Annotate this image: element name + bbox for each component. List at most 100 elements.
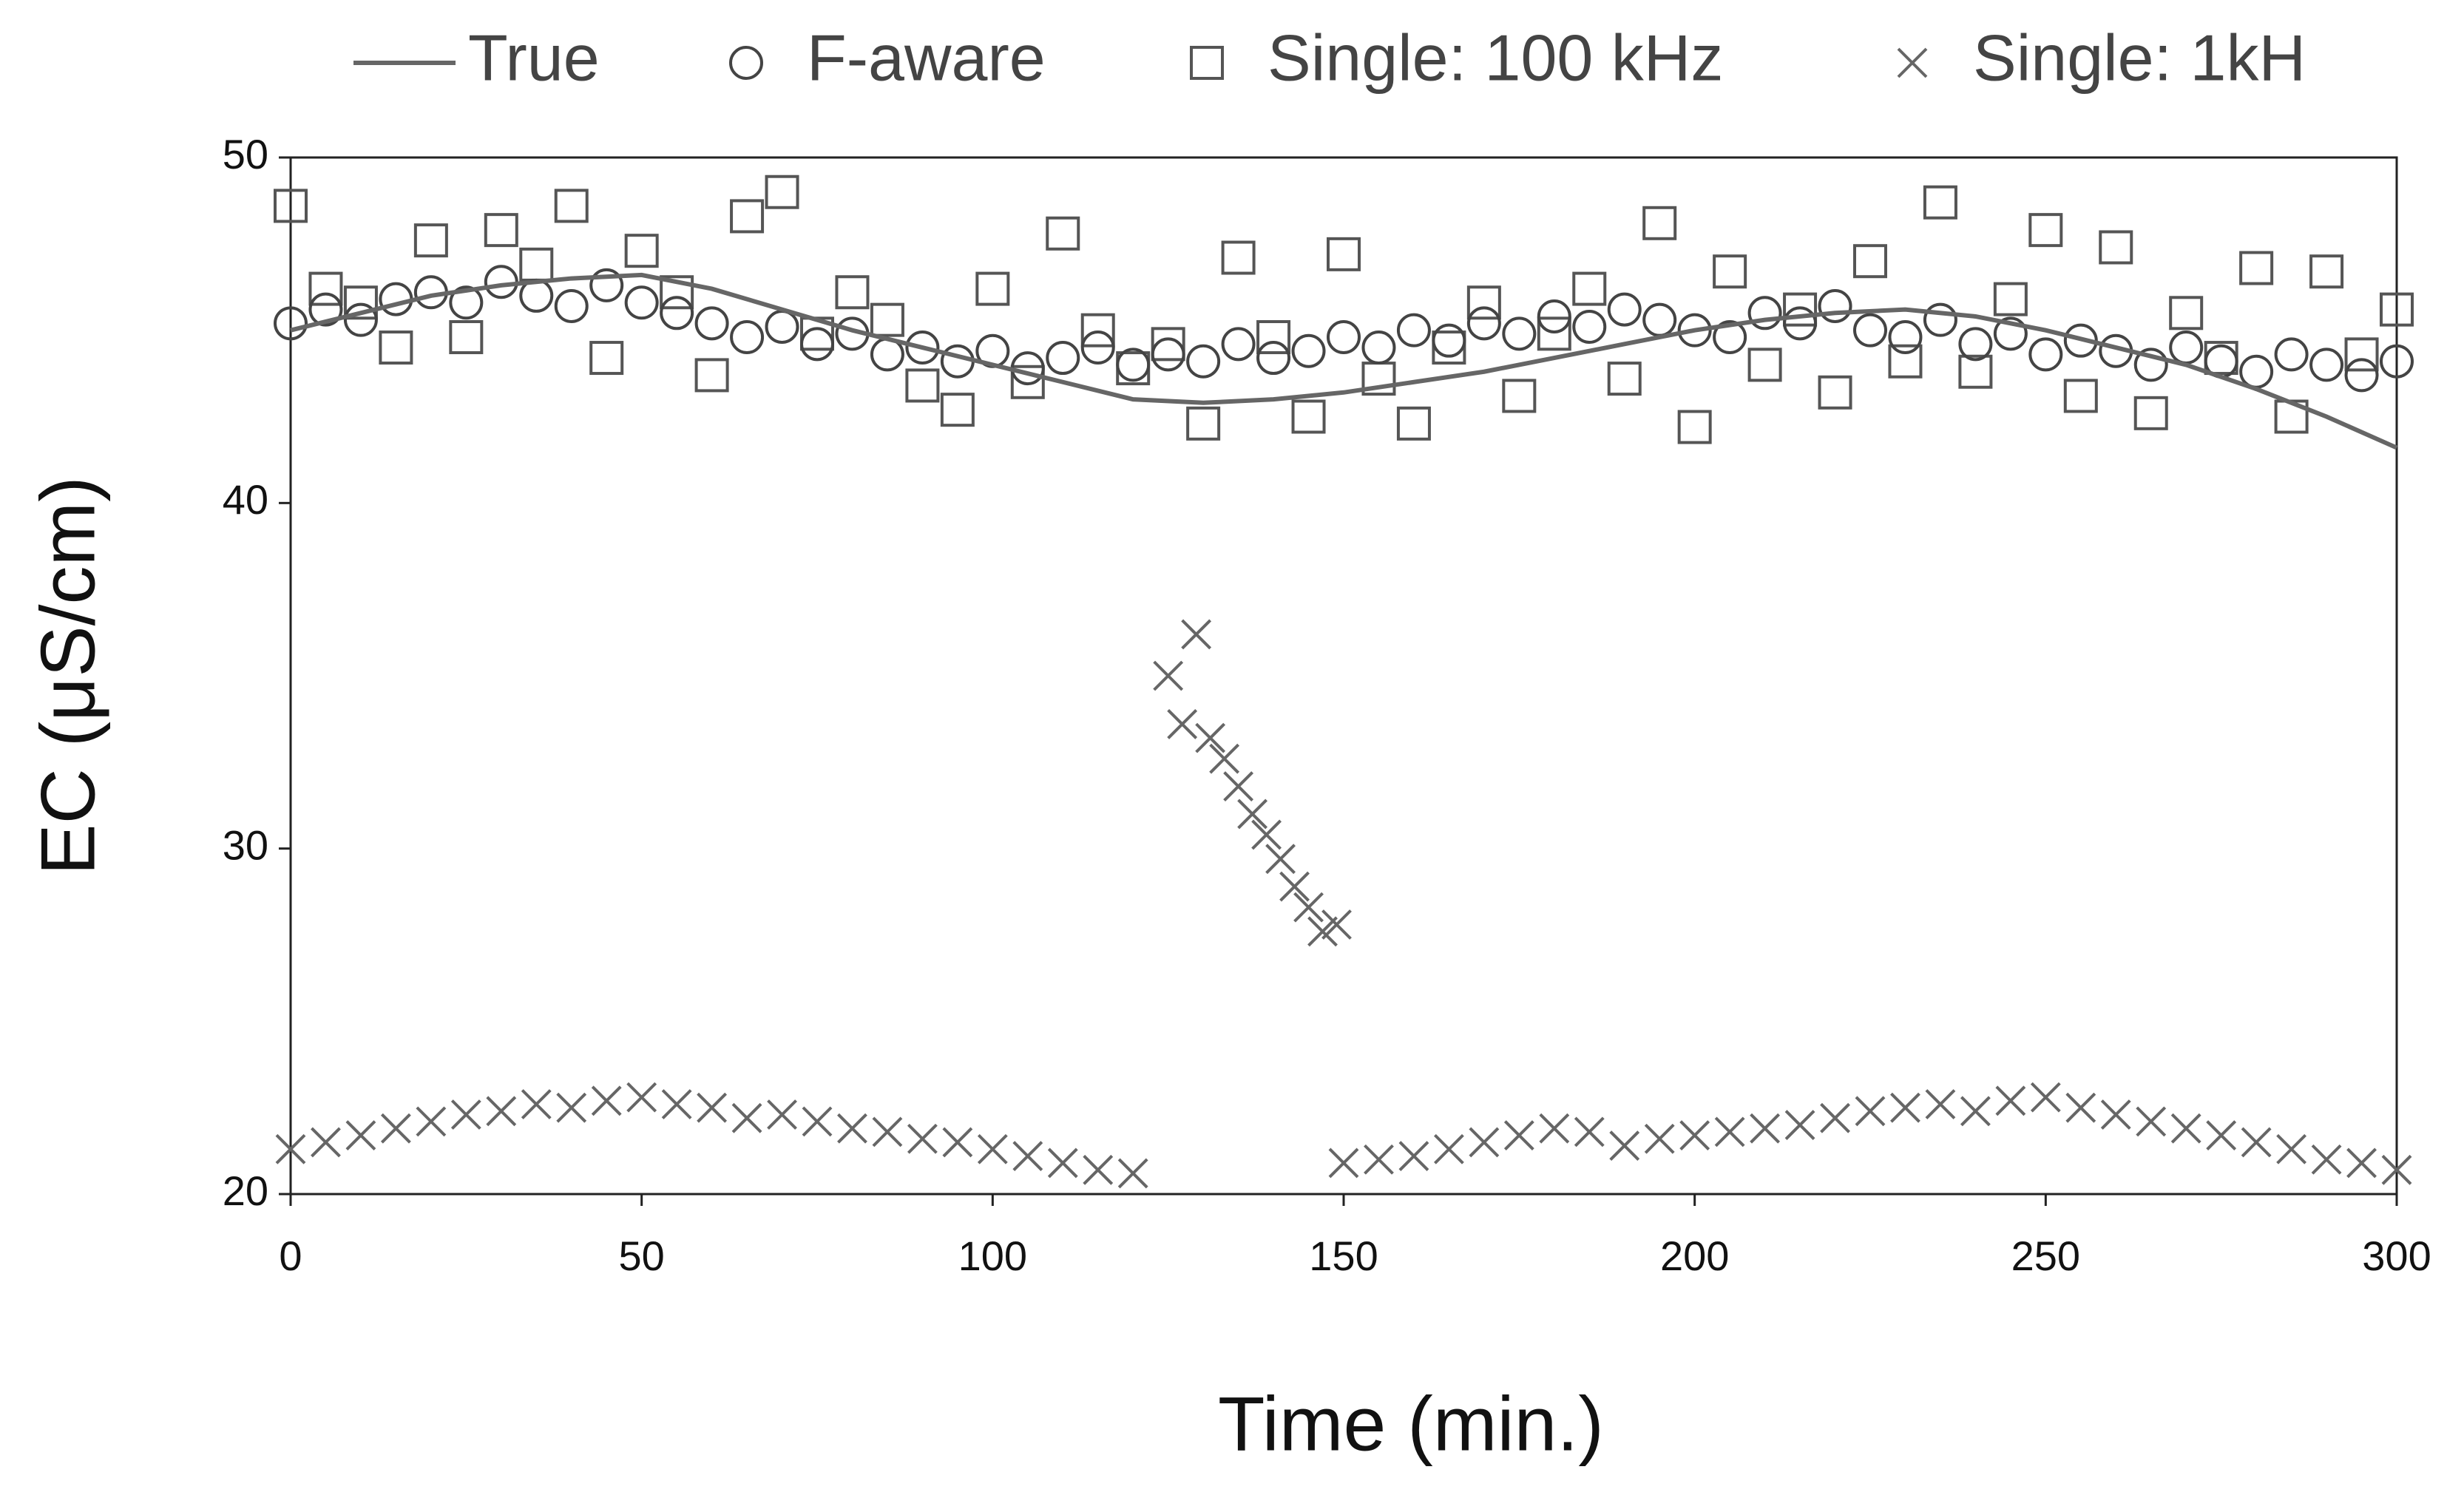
x-marker bbox=[1117, 1158, 1148, 1189]
square-marker bbox=[905, 368, 940, 403]
x-marker bbox=[1223, 771, 1254, 801]
circle-marker bbox=[940, 344, 975, 379]
square-marker bbox=[1572, 271, 1607, 306]
circle-marker bbox=[1291, 333, 1326, 368]
circle-marker bbox=[765, 309, 799, 344]
x-marker bbox=[416, 1106, 447, 1137]
square-marker bbox=[379, 330, 413, 365]
circle-marker bbox=[1327, 320, 1361, 355]
circle-marker bbox=[379, 282, 413, 316]
circle-marker bbox=[1642, 302, 1677, 337]
x-tick-label: 250 bbox=[2011, 1233, 2080, 1279]
x-marker bbox=[1890, 1092, 1920, 1123]
circle-marker bbox=[800, 327, 834, 362]
circle-marker bbox=[1958, 327, 1993, 362]
x-marker bbox=[1714, 1116, 1745, 1147]
y-tick-label: 20 bbox=[223, 1167, 268, 1214]
circle-marker bbox=[1607, 292, 1642, 327]
x-marker bbox=[1237, 799, 1268, 830]
plot-frame bbox=[289, 156, 2398, 1196]
x-marker bbox=[697, 1092, 728, 1123]
circle-marker bbox=[1396, 313, 1431, 348]
x-marker bbox=[1750, 1113, 1781, 1144]
square-marker bbox=[1607, 362, 1642, 396]
square-marker bbox=[1327, 237, 1361, 271]
circle-marker bbox=[484, 265, 518, 299]
x-marker bbox=[1083, 1154, 1114, 1185]
circle-marker bbox=[1677, 313, 1712, 348]
square-marker bbox=[1818, 375, 1852, 410]
x-tick-label: 0 bbox=[279, 1233, 302, 1279]
circle-marker bbox=[343, 302, 378, 337]
square-marker bbox=[343, 285, 378, 320]
square-marker bbox=[1747, 348, 1782, 382]
x-axis-title: Time (min.) bbox=[1218, 1381, 1604, 1467]
true-line bbox=[290, 272, 2398, 450]
square-marker bbox=[1186, 406, 1221, 441]
x-marker bbox=[311, 1127, 341, 1158]
circle-marker bbox=[2133, 348, 2168, 382]
x-marker bbox=[1293, 892, 1324, 923]
circle-marker bbox=[1783, 306, 1818, 341]
x-marker bbox=[1209, 743, 1240, 774]
x-marker bbox=[907, 1123, 938, 1154]
x-marker bbox=[486, 1096, 517, 1127]
x-marker bbox=[661, 1089, 692, 1119]
square-marker bbox=[2344, 337, 2379, 372]
square-marker bbox=[1221, 240, 1256, 275]
circle-marker bbox=[1853, 313, 1887, 348]
circle-marker bbox=[2028, 337, 2063, 372]
x-marker bbox=[1609, 1130, 1640, 1161]
circle-marker bbox=[729, 46, 763, 80]
circle-marker bbox=[1151, 337, 1185, 372]
x-marker bbox=[2170, 1113, 2201, 1144]
circle-marker bbox=[1221, 327, 1256, 362]
x-marker bbox=[380, 1113, 411, 1144]
x-marker bbox=[2381, 1154, 2412, 1185]
circle-marker bbox=[1010, 351, 1045, 386]
x-marker bbox=[1307, 916, 1338, 947]
x-marker bbox=[2206, 1120, 2237, 1150]
square-marker bbox=[2133, 396, 2168, 430]
circle-marker bbox=[308, 292, 343, 327]
circle-marker bbox=[1186, 344, 1221, 379]
square-marker bbox=[1853, 244, 1887, 279]
square-marker bbox=[1993, 282, 2028, 316]
x-marker bbox=[450, 1099, 481, 1130]
x-marker bbox=[1167, 709, 1198, 739]
x-marker bbox=[1279, 871, 1310, 902]
x-marker bbox=[1784, 1110, 1815, 1140]
x-marker bbox=[1503, 1120, 1534, 1150]
x-marker bbox=[1398, 1141, 1429, 1172]
x-marker bbox=[275, 1133, 306, 1165]
x-marker bbox=[837, 1113, 867, 1144]
x-marker bbox=[345, 1120, 376, 1150]
x-marker bbox=[1855, 1096, 1886, 1127]
x-tick-label: 100 bbox=[958, 1233, 1027, 1279]
circle-marker bbox=[1537, 299, 1571, 333]
square-marker bbox=[308, 271, 343, 306]
circle-marker bbox=[2344, 358, 2379, 393]
square-marker bbox=[274, 189, 308, 223]
square-marker bbox=[589, 341, 624, 376]
x-marker bbox=[1012, 1141, 1043, 1172]
x-marker bbox=[1364, 1144, 1394, 1175]
x-marker bbox=[2346, 1147, 2377, 1179]
x-marker bbox=[731, 1102, 762, 1133]
x-tick-label: 200 bbox=[1660, 1233, 1729, 1279]
square-marker bbox=[2239, 251, 2274, 285]
square-marker bbox=[1958, 354, 1993, 389]
x-tick-label: 50 bbox=[619, 1233, 665, 1279]
circle-marker bbox=[274, 306, 308, 341]
circle-marker bbox=[1923, 302, 1957, 337]
circle-marker bbox=[905, 330, 940, 365]
square-marker bbox=[835, 275, 870, 310]
x-marker bbox=[1181, 619, 1212, 650]
circle-marker bbox=[1080, 330, 1115, 365]
square-marker bbox=[484, 213, 518, 248]
circle-marker bbox=[1572, 309, 1607, 344]
x-marker bbox=[1539, 1113, 1570, 1144]
circle-marker bbox=[2380, 344, 2414, 379]
